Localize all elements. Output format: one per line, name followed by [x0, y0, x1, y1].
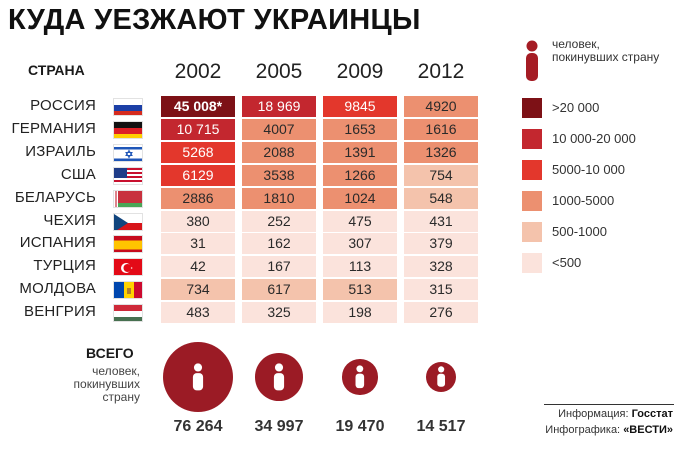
country-label: ИЗРАИЛЬ	[25, 142, 96, 160]
legend-person-label: человек, покинувших страну	[552, 37, 660, 64]
country-label: МОЛДОВА	[19, 280, 96, 298]
table-cell: 42	[161, 256, 235, 278]
moldova-flag-icon	[113, 281, 143, 300]
table-cell: 113	[323, 256, 397, 278]
year-header: 2012	[417, 60, 465, 83]
person-icon	[271, 363, 287, 396]
table-cell: 276	[404, 302, 478, 324]
credit-graphic-prefix: Инфографика:	[545, 424, 621, 436]
table-cell: 431	[404, 210, 478, 232]
legend-swatch	[522, 98, 542, 118]
legend-swatch	[522, 191, 542, 211]
table-cell: 6129	[161, 164, 235, 186]
legend-swatch	[522, 222, 542, 242]
country-label: РОССИЯ	[30, 97, 96, 114]
country-label: ИСПАНИЯ	[19, 234, 96, 252]
table-cell: 325	[242, 302, 316, 324]
legend-label: >20 000	[552, 100, 600, 115]
table-cell: 162	[242, 233, 316, 255]
table-cell: 1616	[404, 118, 478, 140]
israel-flag-icon	[113, 143, 143, 162]
table-cell: 10 715	[161, 118, 235, 140]
total-value: 76 264	[173, 418, 223, 435]
country-label: ТУРЦИЯ	[33, 257, 96, 275]
table-cell: 2088	[242, 141, 316, 163]
total-value: 14 517	[416, 418, 466, 435]
table-cell: 45 008*	[161, 96, 235, 117]
table-cell: 1653	[323, 118, 397, 140]
country-label: БЕЛАРУСЬ	[14, 188, 96, 206]
credit-info-prefix: Информация:	[558, 408, 629, 420]
hungary-flag-icon	[113, 304, 143, 323]
total-sublabel: человек, покинувших страну	[73, 364, 140, 404]
country-label: США	[60, 165, 96, 183]
country-label: ГЕРМАНИЯ	[11, 119, 96, 137]
total-value: 19 470	[335, 418, 385, 435]
table-cell: 1391	[323, 141, 397, 163]
country-label: ВЕНГРИЯ	[24, 303, 96, 321]
russia-flag-icon	[113, 98, 143, 116]
germany-flag-icon	[113, 120, 143, 139]
legend-label: 1000-5000	[552, 193, 615, 208]
legend-swatch	[522, 253, 542, 273]
table-cell: 734	[161, 279, 235, 301]
table-cell: 9845	[323, 96, 397, 117]
legend-label: 10 000-20 000	[552, 131, 636, 146]
table-cell: 167	[242, 256, 316, 278]
table-cell: 513	[323, 279, 397, 301]
table-cell: 475	[323, 210, 397, 232]
total-header: ВСЕГО	[86, 345, 134, 361]
person-icon	[526, 40, 538, 81]
legend-swatch	[522, 160, 542, 180]
credit-graphic-source: «ВЕСТИ»	[623, 424, 673, 436]
spain-flag-icon	[113, 235, 143, 254]
year-header: 2005	[255, 60, 303, 83]
credit-graphic: Инфографика: «ВЕСТИ»	[545, 424, 673, 436]
credit-info: Информация: Госстат	[558, 408, 673, 420]
credits-divider	[544, 404, 674, 405]
table-cell: 1810	[242, 187, 316, 209]
table-cell: 307	[323, 233, 397, 255]
table-cell: 31	[161, 233, 235, 255]
person-icon	[190, 363, 206, 396]
table-cell: 754	[404, 164, 478, 186]
table-cell: 5268	[161, 141, 235, 163]
table-cell: 617	[242, 279, 316, 301]
table-cell: 380	[161, 210, 235, 232]
year-header: 2002	[174, 60, 222, 83]
czech-flag-icon	[113, 212, 143, 231]
person-icon	[353, 365, 367, 394]
table-cell: 2886	[161, 187, 235, 209]
table-cell: 315	[404, 279, 478, 301]
table-cell: 483	[161, 302, 235, 324]
legend-label: 5000-10 000	[552, 162, 626, 177]
table-cell: 252	[242, 210, 316, 232]
credit-info-source: Госстат	[631, 408, 673, 420]
table-cell: 3538	[242, 164, 316, 186]
turkey-flag-icon	[113, 258, 143, 277]
table-cell: 4007	[242, 118, 316, 140]
country-column-header: СТРАНА	[28, 62, 85, 78]
table-cell: 379	[404, 233, 478, 255]
table-cell: 1266	[323, 164, 397, 186]
table-cell: 328	[404, 256, 478, 278]
table-cell: 1326	[404, 141, 478, 163]
page-title: КУДА УЕЗЖАЮТ УКРАИНЦЫ	[8, 4, 421, 36]
legend-label: 500-1000	[552, 224, 607, 239]
legend-label: <500	[552, 255, 582, 270]
table-cell: 18 969	[242, 96, 316, 117]
belarus-flag-icon	[113, 189, 143, 208]
person-icon	[435, 366, 447, 392]
year-header: 2009	[336, 60, 384, 83]
total-value: 34 997	[254, 418, 304, 435]
table-cell: 4920	[404, 96, 478, 117]
table-cell: 548	[404, 187, 478, 209]
table-cell: 198	[323, 302, 397, 324]
usa-flag-icon	[113, 166, 143, 185]
legend-swatch	[522, 129, 542, 149]
table-cell: 1024	[323, 187, 397, 209]
country-label: ЧЕХИЯ	[43, 211, 96, 229]
